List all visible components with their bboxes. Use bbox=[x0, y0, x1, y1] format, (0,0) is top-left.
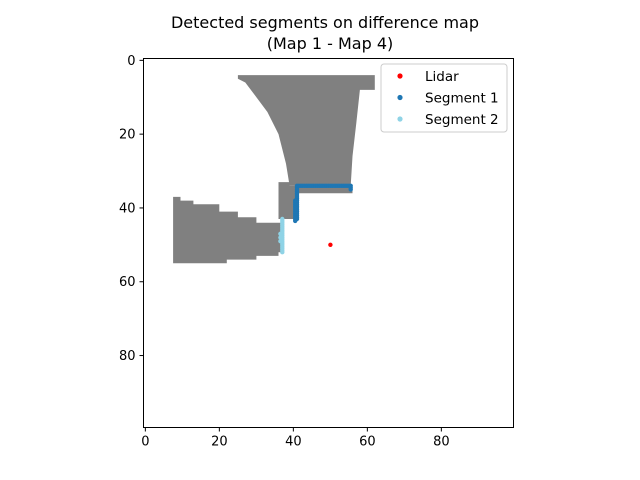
y-axis: 0 20 40 60 80 bbox=[119, 54, 144, 364]
point-segment-2 bbox=[278, 239, 283, 244]
map-region-left-block bbox=[173, 196, 283, 264]
y-tick-label: 20 bbox=[119, 128, 136, 143]
point-segment-2 bbox=[278, 231, 283, 236]
map-region-upper-trapezoid bbox=[237, 75, 375, 186]
plot-frame bbox=[143, 58, 514, 428]
x-tick-label: 60 bbox=[359, 435, 376, 450]
legend-entry-lidar: Lidar bbox=[397, 69, 459, 85]
legend-frame bbox=[380, 63, 508, 133]
point-lidar bbox=[328, 242, 333, 247]
legend-label: Segment 1 bbox=[425, 91, 499, 107]
legend-marker bbox=[397, 73, 403, 79]
y-tick-label: 40 bbox=[119, 201, 136, 216]
chart-subtitle: (Map 1 - Map 4) bbox=[267, 34, 394, 53]
legend-entry-segment-2: Segment 2 bbox=[397, 112, 499, 128]
x-axis: 0 20 40 60 80 bbox=[141, 427, 450, 450]
series-lidar bbox=[328, 242, 333, 247]
legend-marker bbox=[397, 94, 403, 101]
legend: Lidar Segment 1 Segment 2 bbox=[380, 63, 508, 133]
legend-entry-segment-1: Segment 1 bbox=[397, 91, 499, 107]
x-tick-label: 80 bbox=[433, 435, 450, 450]
chart-title: Detected segments on difference map bbox=[171, 13, 479, 32]
series-segment-1 bbox=[293, 183, 353, 224]
y-tick-label: 60 bbox=[119, 275, 136, 290]
series-layer bbox=[278, 183, 353, 255]
x-tick-label: 20 bbox=[211, 435, 228, 450]
legend-label: Lidar bbox=[425, 69, 459, 85]
legend-marker bbox=[397, 116, 403, 122]
y-tick-label: 80 bbox=[119, 349, 136, 364]
point-segment-2 bbox=[278, 235, 283, 240]
point-segment-1 bbox=[293, 218, 298, 224]
point-segment-2 bbox=[280, 250, 285, 255]
series-segment-2 bbox=[278, 216, 285, 255]
x-tick-label: 0 bbox=[141, 435, 149, 450]
x-tick-label: 40 bbox=[285, 435, 302, 450]
legend-label: Segment 2 bbox=[425, 112, 499, 128]
point-segment-1 bbox=[348, 187, 353, 192]
y-tick-label: 0 bbox=[127, 54, 135, 69]
